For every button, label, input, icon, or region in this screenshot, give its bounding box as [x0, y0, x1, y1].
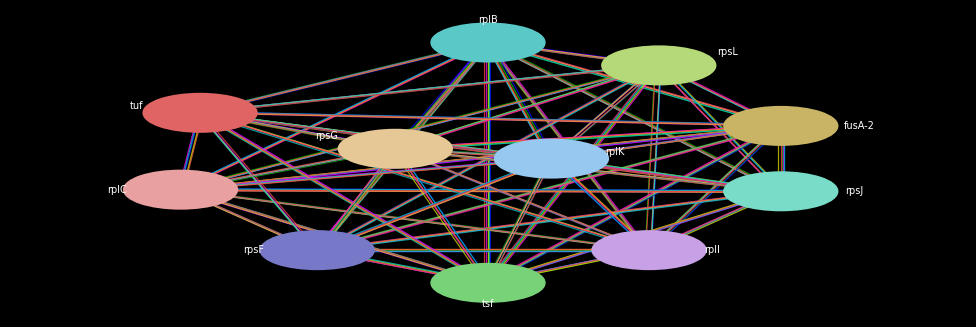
Circle shape [592, 231, 706, 269]
Circle shape [495, 140, 608, 178]
Text: rplC: rplC [107, 185, 127, 195]
Text: rpsL: rpsL [716, 47, 738, 57]
Text: rpsF: rpsF [243, 245, 264, 255]
Circle shape [724, 107, 837, 145]
Circle shape [431, 264, 545, 302]
Circle shape [602, 46, 715, 84]
Circle shape [724, 172, 837, 210]
Text: tsf: tsf [482, 299, 494, 309]
Text: rplK: rplK [605, 147, 625, 157]
Text: rpsJ: rpsJ [845, 186, 863, 196]
Text: rplI: rplI [705, 245, 720, 255]
Text: rpsG: rpsG [315, 131, 339, 141]
Circle shape [143, 94, 257, 132]
Circle shape [431, 24, 545, 61]
Circle shape [339, 130, 452, 168]
Text: rplB: rplB [478, 15, 498, 25]
Circle shape [261, 231, 374, 269]
Text: tuf: tuf [130, 101, 143, 111]
Text: fusA-2: fusA-2 [843, 121, 874, 131]
Circle shape [124, 171, 237, 209]
